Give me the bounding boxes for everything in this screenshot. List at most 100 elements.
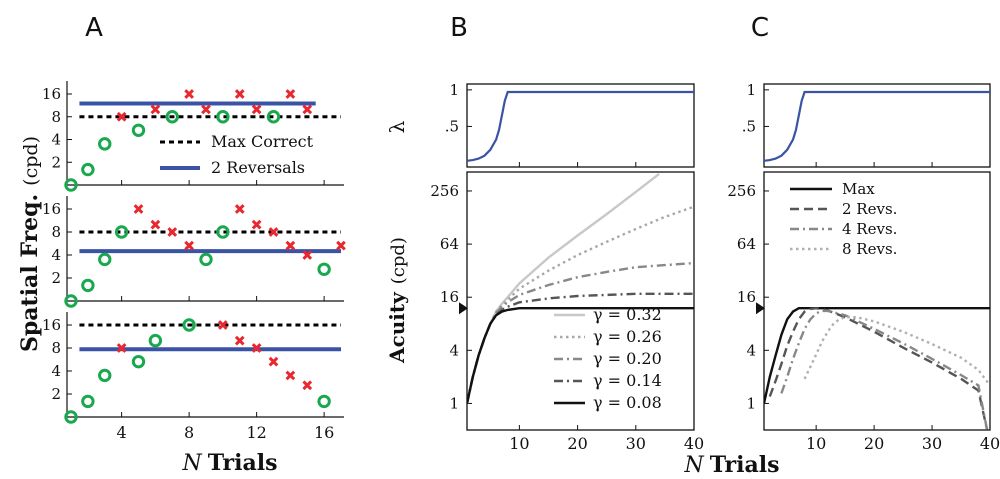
panel-b-xtick-label: 10	[509, 434, 529, 453]
panel-a-incorrect-marker	[184, 240, 194, 251]
panel-a-incorrect-marker	[167, 227, 178, 237]
panel-c-acuity-ytick-label: 16	[737, 288, 756, 306]
panel-a-ylabel: Spatial Freq. (cpd)	[17, 136, 43, 352]
panel-c-xtick-label: 30	[922, 434, 942, 453]
panel-b-lambda-ytick-label: 1	[449, 81, 459, 99]
panel-a-correct-marker	[81, 394, 95, 409]
panel-c-acuity-ytick-label: 256	[727, 182, 756, 200]
panel-a-correct-marker	[131, 354, 146, 369]
panel-a-0-ytick-label: 16	[42, 85, 61, 103]
panel-c-marker-arrow	[756, 302, 765, 315]
panel-c-lambda-ytick-label: 1	[746, 81, 756, 99]
panel-a-incorrect-marker	[184, 89, 194, 99]
panel-b-xtick-label: 40	[684, 434, 704, 453]
panel-c-acuity-ytick-label: 1	[746, 394, 756, 412]
panel-a-legend-label: 2 Reversals	[211, 158, 305, 177]
panel-a-correct-marker	[148, 333, 163, 348]
panel-b-legend-label: γ = 0.14	[593, 371, 662, 390]
panel-a-correct-marker	[114, 225, 129, 239]
panel-a-xtick-label: 16	[314, 423, 334, 442]
panel-b-lambda-frame	[466, 83, 695, 168]
panel-b-xtick-label: 30	[626, 434, 646, 453]
panel-c-lambda-curve	[763, 90, 990, 162]
panel-a-incorrect-marker	[285, 240, 296, 251]
panel-a-incorrect-marker	[116, 111, 127, 122]
panel-a-incorrect-marker	[133, 204, 144, 214]
panel-b-acuity-ytick-label: 64	[440, 235, 459, 253]
panel-a-incorrect-marker	[268, 227, 279, 237]
panel-a-1-ytick-label: 2	[51, 269, 61, 287]
panel-a-correct-marker	[216, 225, 230, 239]
panel-c-acuity-ytick-label: 4	[746, 341, 756, 359]
panel-a-xlabel: N Trials	[182, 450, 278, 476]
panel-b-acuity-ytick-label: 4	[449, 341, 459, 359]
panel-a-correct-marker	[165, 110, 179, 124]
panel-b-legend-label: γ = 0.32	[593, 305, 662, 324]
panel-a-0-ytick-label: 8	[51, 108, 61, 126]
panel-b-legend-label: γ = 0.08	[593, 393, 662, 412]
panel-a-incorrect-marker	[234, 335, 245, 346]
panel-c-xtick-label: 20	[864, 434, 884, 453]
panel-a-correct-marker	[98, 137, 112, 151]
shared-xlabel: N Trials	[684, 452, 780, 478]
panel-c-acuity-ytick-label: 64	[737, 235, 756, 253]
panel-a-correct-marker	[317, 262, 331, 276]
panel-c-series-line	[780, 309, 989, 430]
panel-c-acuity-frame	[763, 171, 991, 431]
panel-a-incorrect-marker	[150, 104, 161, 115]
panel-a-1-ytick-label: 16	[42, 200, 61, 218]
panel-a-incorrect-marker	[234, 204, 245, 214]
panel-c-legend-label: 8 Revs.	[842, 240, 897, 258]
panel-a-incorrect-marker	[285, 370, 296, 381]
panel-b-acuity-ytick-label: 1	[449, 394, 459, 412]
panel-a-correct-marker	[199, 252, 213, 267]
panel-a-incorrect-marker	[116, 343, 127, 353]
panel-a-incorrect-marker	[285, 89, 296, 99]
panel-b-series-line	[467, 261, 694, 404]
panel-a-incorrect-marker	[251, 104, 262, 115]
panel-b-ylabel: Acuity (cpd)	[385, 237, 409, 364]
panel-b-lambda-label: λ	[385, 120, 409, 133]
panel-a-incorrect-marker	[302, 104, 313, 115]
panel-a-correct-marker	[64, 178, 78, 192]
panel-a-2-ytick-label: 8	[51, 339, 61, 357]
panel-a-legend-label: Max Correct	[211, 132, 314, 151]
panel-b-acuity-ytick-label: 16	[440, 288, 459, 306]
panel-a-incorrect-marker	[251, 343, 262, 353]
panel-a-incorrect-marker	[302, 250, 313, 260]
panel-a-correct-marker	[182, 318, 196, 332]
panel-a-xlabel-var: N	[182, 451, 203, 476]
panel-a-correct-marker	[98, 368, 112, 383]
panel-b-series-line	[467, 307, 694, 404]
panel-c-lambda-ytick-label: .5	[742, 117, 756, 135]
panel-c-series-line	[764, 307, 990, 404]
panel-a-2-ytick-label: 16	[42, 316, 61, 334]
panel-b-marker-arrow	[459, 302, 468, 315]
panel-label-a: A	[85, 13, 103, 43]
panel-a-xtick-label: 4	[117, 423, 127, 442]
panel-c-legend-label: 4 Revs.	[842, 220, 897, 238]
panel-a-xtick-label: 8	[184, 423, 194, 442]
panel-a-1-ytick-label: 4	[51, 246, 61, 264]
panel-a-correct-marker	[216, 110, 230, 124]
panel-c-series-line	[803, 316, 990, 387]
panel-b-legend-label: γ = 0.20	[593, 349, 662, 368]
panel-a-correct-marker	[98, 252, 112, 267]
panel-a-correct-marker	[317, 394, 331, 409]
panel-c-xtick-label: 40	[980, 434, 1000, 453]
panel-label-b: B	[450, 13, 468, 43]
panel-a-2-ytick-label: 2	[51, 385, 61, 403]
panel-b-acuity-frame	[466, 171, 695, 431]
panel-a-correct-marker	[64, 294, 78, 308]
panel-a-correct-marker	[64, 410, 78, 424]
panel-b-lambda-curve	[466, 90, 694, 162]
panel-a-ylabel-main: Spatial Freq.	[17, 194, 43, 352]
panel-b-acuity-ytick-label: 256	[430, 182, 459, 200]
panel-a-1-ytick-label: 8	[51, 223, 61, 241]
panel-a-correct-marker	[81, 278, 95, 293]
shared-xlabel-main: Trials	[710, 452, 780, 478]
panel-a-incorrect-marker	[336, 240, 346, 251]
panel-c-series-line	[768, 306, 989, 430]
